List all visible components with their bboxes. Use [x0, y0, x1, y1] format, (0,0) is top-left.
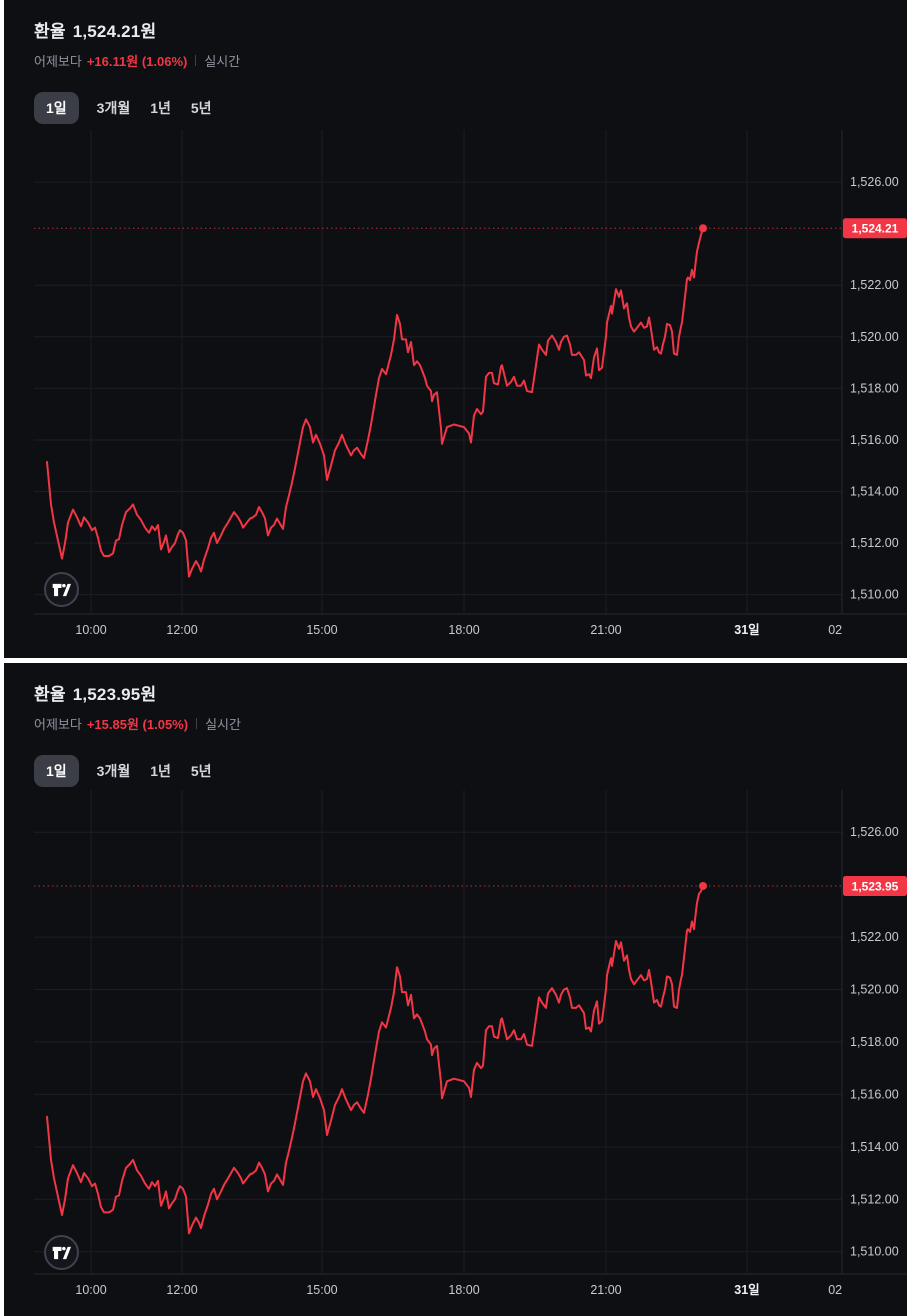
- card-header: 환율 1,524.21원 어제보다 +16.11원 (1.06%) 실시간: [34, 17, 240, 70]
- compare-label: 어제보다: [34, 717, 82, 732]
- realtime-badge: 실시간: [204, 54, 241, 69]
- current-price-badge-label: 1,524.21: [852, 222, 899, 236]
- x-axis-label: 12:00: [166, 623, 197, 637]
- x-axis-label: 21:00: [590, 1283, 621, 1297]
- tab-1day[interactable]: 1일: [34, 92, 79, 124]
- x-axis-label: 31일: [734, 1283, 759, 1297]
- range-tabs: 1일 3개월 1년 5년: [34, 755, 214, 787]
- compare-label: 어제보다: [34, 54, 82, 69]
- card-header: 환율 1,523.95원 어제보다 +15.85원 (1.05%) 실시간: [34, 680, 241, 733]
- last-price-dot: [699, 224, 708, 233]
- realtime-badge: 실시간: [205, 717, 241, 732]
- x-axis-label: 10:00: [75, 623, 106, 637]
- y-axis-label: 1,526.00: [850, 175, 899, 189]
- y-axis-label: 1,514.00: [850, 485, 899, 499]
- page-title: 환율 1,524.21원: [34, 17, 240, 42]
- last-price-dot: [699, 881, 708, 890]
- tab-5years[interactable]: 5년: [189, 755, 214, 787]
- x-axis-label: 21:00: [590, 623, 621, 637]
- y-axis-label: 1,518.00: [850, 381, 899, 395]
- y-axis-label: 1,512.00: [850, 1192, 899, 1206]
- x-axis-label: 02:: [828, 623, 845, 637]
- price-change-row: 어제보다 +16.11원 (1.06%) 실시간: [34, 51, 240, 70]
- y-axis-label: 1,516.00: [850, 1087, 899, 1101]
- current-price: 1,524.21원: [72, 22, 157, 41]
- price-delta: +16.11원 (1.06%): [86, 54, 188, 69]
- tradingview-icon: [52, 583, 71, 596]
- tab-3months[interactable]: 3개월: [95, 755, 133, 787]
- current-price-badge: [843, 218, 907, 239]
- x-axis-label: 02:: [828, 1283, 845, 1297]
- exchange-rate-chart[interactable]: 1,526.00 1,522.00 1,520.00 1,518.00 1,516.00…: [4, 0, 907, 658]
- page-title: 환율 1,523.95원: [34, 680, 241, 705]
- x-axis-label: 15:00: [306, 623, 337, 637]
- y-axis-label: 1,526.00: [850, 825, 899, 839]
- exchange-rate-chart[interactable]: 1,526.00 1,522.00 1,520.00 1,518.00 1,516.00…: [4, 663, 907, 1316]
- divider: [196, 718, 198, 729]
- y-axis-label: 1,512.00: [850, 536, 899, 550]
- price-line: [46, 885, 704, 1235]
- y-axis-label: 1,518.00: [850, 1035, 899, 1049]
- tab-1year[interactable]: 1년: [148, 92, 173, 124]
- current-price: 1,523.95원: [72, 685, 157, 704]
- x-axis-label: 18:00: [448, 1283, 479, 1297]
- tab-3months[interactable]: 3개월: [95, 92, 133, 124]
- title-label: 환율: [34, 685, 66, 704]
- y-axis-label: 1,510.00: [850, 588, 899, 602]
- y-axis-label: 1,516.00: [850, 433, 899, 447]
- y-axis-label: 1,510.00: [850, 1245, 899, 1259]
- y-axis-label: 1,514.00: [850, 1140, 899, 1154]
- x-axis-label: 15:00: [306, 1283, 337, 1297]
- price-delta: +15.85원 (1.05%): [86, 717, 189, 732]
- x-axis-label: 31일: [734, 623, 759, 637]
- current-price-badge-label: 1,523.95: [852, 879, 899, 893]
- tab-5years[interactable]: 5년: [189, 92, 214, 124]
- x-axis-label: 12:00: [166, 1283, 197, 1297]
- current-price-badge: [843, 875, 907, 896]
- tradingview-logo[interactable]: [44, 1235, 79, 1270]
- price-line: [46, 227, 704, 578]
- x-axis-label: 18:00: [448, 623, 479, 637]
- exchange-rate-card-top: 1,526.00 1,522.00 1,520.00 1,518.00 1,516.00…: [4, 0, 907, 658]
- tradingview-icon: [52, 1246, 71, 1259]
- x-axis-label: 10:00: [75, 1283, 106, 1297]
- tradingview-logo[interactable]: [44, 572, 79, 607]
- y-axis-label: 1,522.00: [850, 278, 899, 292]
- y-axis-label: 1,520.00: [850, 330, 899, 344]
- divider: [195, 55, 197, 66]
- tab-1year[interactable]: 1년: [148, 755, 173, 787]
- price-change-row: 어제보다 +15.85원 (1.05%) 실시간: [34, 714, 241, 733]
- exchange-rate-card-bottom: 1,526.00 1,522.00 1,520.00 1,518.00 1,516.00…: [4, 663, 907, 1316]
- title-label: 환율: [34, 22, 66, 41]
- range-tabs: 1일 3개월 1년 5년: [34, 92, 214, 124]
- tab-1day[interactable]: 1일: [34, 755, 79, 787]
- y-axis-label: 1,522.00: [850, 930, 899, 944]
- y-axis-label: 1,520.00: [850, 983, 899, 997]
